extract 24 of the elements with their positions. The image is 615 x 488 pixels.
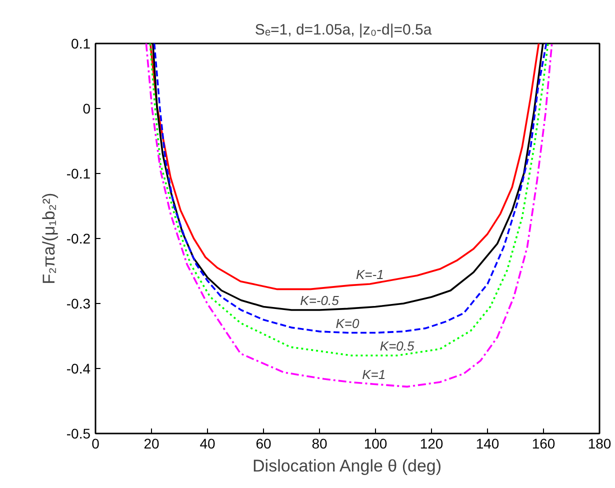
y-tick-label: 0.1 — [71, 36, 91, 52]
x-tick-label: 60 — [256, 436, 272, 452]
y-tick-label: -0.1 — [66, 166, 91, 182]
y-tick-label: -0.3 — [66, 296, 91, 312]
x-tick-label: 80 — [312, 436, 328, 452]
x-tick-label: 120 — [420, 436, 444, 452]
series-label: K=-1 — [356, 267, 384, 282]
y-tick-label: 0 — [82, 100, 91, 116]
y-tick-label: -0.4 — [66, 360, 91, 376]
x-tick-label: 140 — [476, 436, 500, 452]
y-tick-label: -0.5 — [66, 426, 91, 442]
x-tick-label: 20 — [144, 436, 160, 452]
series-label: K=-0.5 — [300, 293, 340, 308]
x-tick-label: 100 — [364, 436, 388, 452]
x-tick-label: 180 — [588, 436, 612, 452]
x-tick-label: 160 — [532, 436, 556, 452]
series-label: K=0.5 — [380, 338, 415, 354]
series-label: K=0 — [336, 316, 360, 331]
y-tick-label: -0.2 — [66, 230, 91, 246]
x-axis-title: Dislocation Angle θ (deg) — [252, 456, 442, 476]
y-axis-title: F₂πa/(μ₁b₂²) — [39, 192, 58, 284]
x-tick-label: 40 — [200, 436, 216, 452]
series-label: K=1 — [362, 367, 386, 382]
chart-title: Sₑ=1, d=1.05a, |z₀-d|=0.5a — [254, 22, 432, 38]
